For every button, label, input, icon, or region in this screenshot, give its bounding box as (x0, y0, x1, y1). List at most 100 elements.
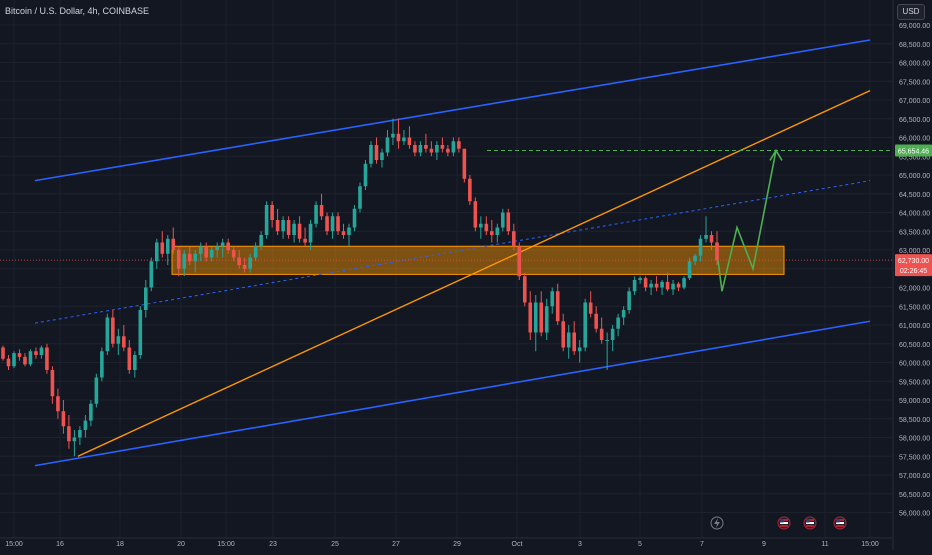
candle[interactable] (704, 216, 708, 243)
candle[interactable] (56, 388, 60, 419)
candle[interactable] (144, 280, 148, 318)
candle[interactable] (616, 313, 620, 337)
candle[interactable] (649, 280, 653, 295)
candle[interactable] (314, 201, 318, 228)
candle[interactable] (100, 347, 104, 382)
us-flag-event-icon[interactable] (803, 516, 817, 530)
currency-button[interactable]: USD (897, 4, 925, 20)
candle[interactable] (440, 137, 445, 153)
candle[interactable] (665, 272, 670, 292)
candle[interactable] (171, 227, 176, 254)
candle[interactable] (550, 287, 555, 314)
candle[interactable] (468, 175, 472, 205)
candle[interactable] (297, 216, 302, 243)
candle[interactable] (138, 306, 143, 359)
candle[interactable] (511, 223, 516, 250)
candle[interactable] (539, 291, 544, 337)
candle[interactable] (501, 208, 505, 232)
candle[interactable] (495, 223, 500, 243)
candle[interactable] (462, 148, 467, 183)
candle[interactable] (385, 130, 390, 157)
candle[interactable] (303, 227, 307, 247)
candle[interactable] (687, 257, 692, 281)
candle[interactable] (638, 276, 642, 284)
us-flag-event-icon[interactable] (777, 516, 791, 530)
candle[interactable] (676, 281, 681, 292)
candle[interactable] (259, 231, 263, 250)
candle[interactable] (517, 242, 522, 281)
candle[interactable] (182, 250, 187, 277)
symbol-title[interactable]: Bitcoin / U.S. Dollar, 4h, COINBASE (5, 6, 150, 16)
candle[interactable] (308, 220, 313, 250)
candle[interactable] (621, 306, 626, 325)
candle[interactable] (220, 238, 225, 258)
candle[interactable] (292, 220, 296, 243)
candle[interactable] (627, 287, 631, 314)
channel-top-line[interactable] (34, 39, 871, 182)
candle[interactable] (561, 313, 566, 352)
candle[interactable] (275, 208, 280, 235)
candle[interactable] (34, 347, 38, 359)
candle[interactable] (149, 257, 154, 292)
candle[interactable] (484, 216, 489, 235)
candle[interactable] (50, 366, 55, 404)
candle[interactable] (83, 415, 88, 438)
candle[interactable] (473, 197, 478, 232)
candle[interactable] (226, 238, 230, 254)
candle[interactable] (176, 246, 181, 277)
candle[interactable] (1, 345, 5, 361)
candle[interactable] (23, 353, 27, 367)
candle[interactable] (78, 426, 82, 445)
candle[interactable] (94, 373, 99, 408)
candle[interactable] (528, 291, 533, 340)
candle[interactable] (352, 205, 357, 232)
candle[interactable] (347, 223, 351, 247)
channel-bottom-line[interactable] (34, 320, 871, 467)
candle[interactable] (599, 317, 604, 344)
candle[interactable] (610, 325, 615, 352)
candle[interactable] (165, 235, 170, 265)
candle[interactable] (632, 276, 637, 295)
candle[interactable] (105, 313, 110, 355)
candle[interactable] (544, 298, 549, 340)
candle[interactable] (154, 238, 159, 269)
last-price-badge[interactable] (895, 254, 932, 277)
candle[interactable] (89, 400, 93, 427)
candle[interactable] (198, 242, 203, 262)
candle[interactable] (457, 137, 461, 153)
candle[interactable] (709, 231, 714, 250)
candle[interactable] (72, 430, 77, 457)
candle[interactable] (693, 253, 697, 265)
candle[interactable] (374, 137, 379, 164)
candle[interactable] (6, 355, 11, 370)
candle[interactable] (358, 182, 362, 213)
candle[interactable] (281, 216, 285, 239)
candle[interactable] (413, 141, 417, 157)
candle[interactable] (341, 223, 346, 239)
candle[interactable] (209, 246, 214, 262)
candle[interactable] (61, 400, 66, 434)
candle[interactable] (28, 349, 33, 367)
candle[interactable] (193, 250, 198, 273)
candle[interactable] (451, 137, 456, 157)
candle[interactable] (231, 246, 236, 262)
candle[interactable] (566, 325, 571, 359)
candle[interactable] (391, 118, 395, 145)
candle[interactable] (242, 257, 247, 273)
candle[interactable] (594, 306, 598, 333)
candle[interactable] (588, 291, 593, 318)
lightning-icon[interactable] (710, 516, 724, 530)
target-price-badge[interactable] (895, 144, 932, 157)
candle[interactable] (237, 250, 241, 269)
candle[interactable] (654, 276, 659, 292)
trendline-line[interactable] (77, 89, 871, 457)
candle[interactable] (698, 235, 703, 262)
candle[interactable] (533, 295, 538, 352)
candle[interactable] (643, 276, 648, 292)
candle[interactable] (522, 272, 527, 307)
candle[interactable] (396, 118, 401, 149)
candle[interactable] (490, 220, 494, 243)
us-flag-event-icon[interactable] (833, 516, 847, 530)
candle[interactable] (555, 283, 560, 325)
